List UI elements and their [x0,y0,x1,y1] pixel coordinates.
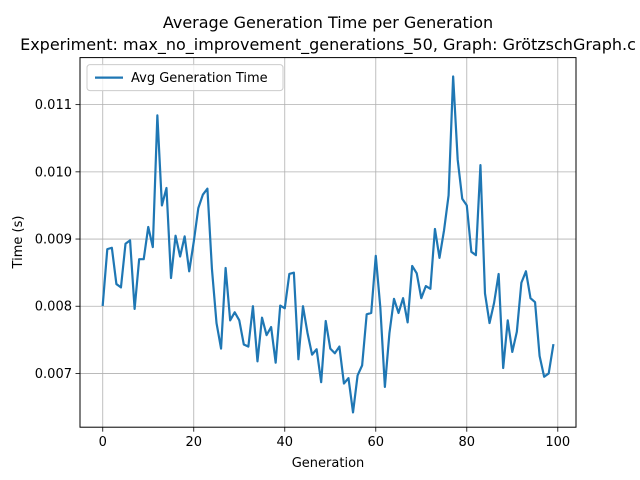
legend-label: Avg Generation Time [131,71,268,86]
y-tick-label: 0.008 [35,300,72,315]
plot-area-frame [79,57,577,428]
legend: Avg Generation Time [86,64,284,92]
y-axis-ticks: 0.007 0.008 0.009 0.010 0.011 [35,98,80,382]
y-tick-label: 0.009 [35,233,72,248]
x-tick-label: 80 [459,435,476,450]
x-tick-label: 100 [545,435,570,450]
y-tick-label: 0.007 [35,367,72,382]
series-line-avg-generation-time [101,75,555,414]
x-axis-label: Generation [292,456,365,471]
x-tick-label: 40 [276,435,293,450]
x-tick-label: 20 [185,435,202,450]
x-tick-label: 0 [99,435,107,450]
series-layer [101,75,555,414]
y-tick-label: 0.010 [35,165,72,180]
legend-box [86,64,284,92]
x-axis-ticks: 0 20 40 60 80 100 [99,427,570,450]
chart-subtitle: Experiment: max_no_improvement_generatio… [20,35,636,55]
y-axis-label: Time (s) [11,216,26,270]
chart-title: Average Generation Time per Generation [163,13,493,32]
x-tick-label: 60 [368,435,385,450]
y-tick-label: 0.011 [35,98,72,113]
